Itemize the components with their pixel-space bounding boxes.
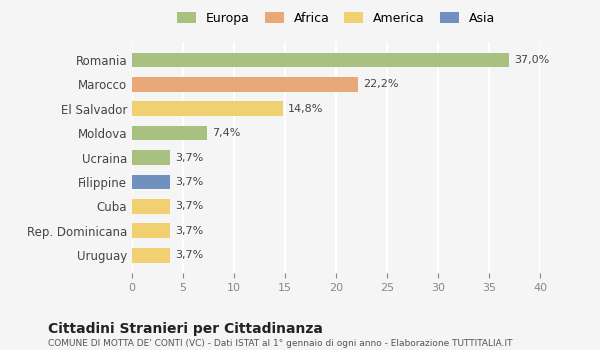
Text: 3,7%: 3,7% xyxy=(175,250,203,260)
Bar xyxy=(132,223,170,238)
Bar xyxy=(132,102,283,116)
Text: 7,4%: 7,4% xyxy=(212,128,241,138)
Text: 22,2%: 22,2% xyxy=(364,79,399,89)
Text: Cittadini Stranieri per Cittadinanza: Cittadini Stranieri per Cittadinanza xyxy=(48,322,323,336)
Text: COMUNE DI MOTTA DE' CONTI (VC) - Dati ISTAT al 1° gennaio di ogni anno - Elabora: COMUNE DI MOTTA DE' CONTI (VC) - Dati IS… xyxy=(48,340,512,349)
Bar xyxy=(132,77,358,92)
Text: 37,0%: 37,0% xyxy=(515,55,550,65)
Text: 3,7%: 3,7% xyxy=(175,153,203,162)
Bar xyxy=(132,52,509,67)
Legend: Europa, Africa, America, Asia: Europa, Africa, America, Asia xyxy=(172,7,500,30)
Bar xyxy=(132,126,208,140)
Text: 14,8%: 14,8% xyxy=(288,104,323,114)
Text: 3,7%: 3,7% xyxy=(175,226,203,236)
Text: 3,7%: 3,7% xyxy=(175,201,203,211)
Bar xyxy=(132,175,170,189)
Bar xyxy=(132,248,170,262)
Bar xyxy=(132,199,170,214)
Text: 3,7%: 3,7% xyxy=(175,177,203,187)
Bar xyxy=(132,150,170,165)
